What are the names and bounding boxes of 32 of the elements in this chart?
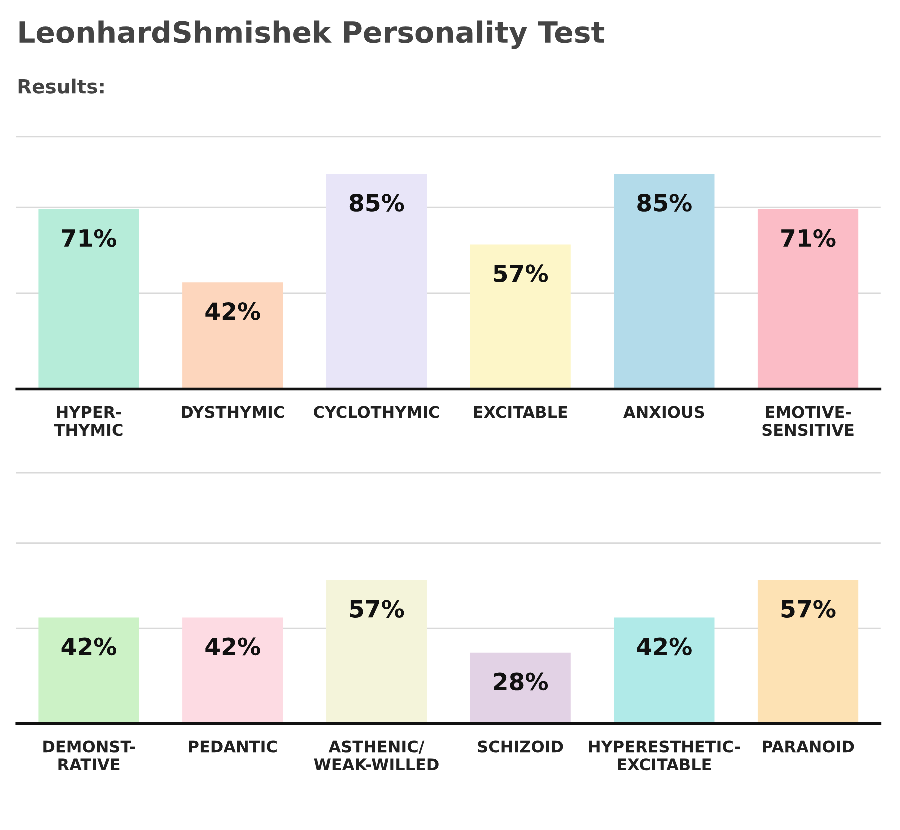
x-tick-label: PARANOID	[763, 740, 854, 753]
data-label: 85%	[350, 194, 404, 212]
x-tick-label: CYCLOTHYMIC	[314, 406, 440, 418]
data-label: 71%	[782, 229, 836, 248]
data-label: 57%	[350, 600, 404, 618]
bar	[758, 209, 859, 390]
data-label: 57%	[782, 600, 836, 618]
x-tick-label: HYPER- THYMIC	[54, 406, 123, 436]
data-label: 42%	[206, 638, 260, 656]
x-tick-label: HYPERESTHETIC- EXCITABLE	[589, 740, 740, 771]
x-tick-label: EMOTIVE- SENSITIVE	[762, 406, 854, 436]
bar	[38, 209, 140, 390]
chart-subtitle: Results:	[18, 78, 104, 94]
x-tick-label: PEDANTIC	[189, 740, 277, 753]
x-tick-label: ANXIOUS	[623, 406, 704, 418]
data-label: 42%	[62, 638, 117, 656]
data-label: 57%	[494, 264, 548, 283]
bar	[470, 244, 571, 390]
chart-title: LeonhardShmishek Personality Test	[20, 20, 605, 50]
bar	[326, 174, 428, 390]
data-label: 28%	[494, 672, 548, 691]
data-label: 85%	[638, 194, 692, 212]
x-tick-label: DYSTHYMIC	[182, 406, 284, 418]
x-tick-label: SCHIZOID	[478, 740, 564, 753]
data-label: 42%	[637, 638, 692, 656]
bar	[182, 282, 284, 390]
data-label: 71%	[62, 229, 117, 248]
data-label: 42%	[206, 302, 260, 320]
x-tick-label: DEMONST- RATIVE	[44, 740, 135, 770]
x-tick-label: EXCITABLE	[474, 406, 568, 418]
bar	[614, 174, 715, 390]
x-tick-label: ASTHENIC/ WEAK-WILLED	[314, 740, 439, 770]
